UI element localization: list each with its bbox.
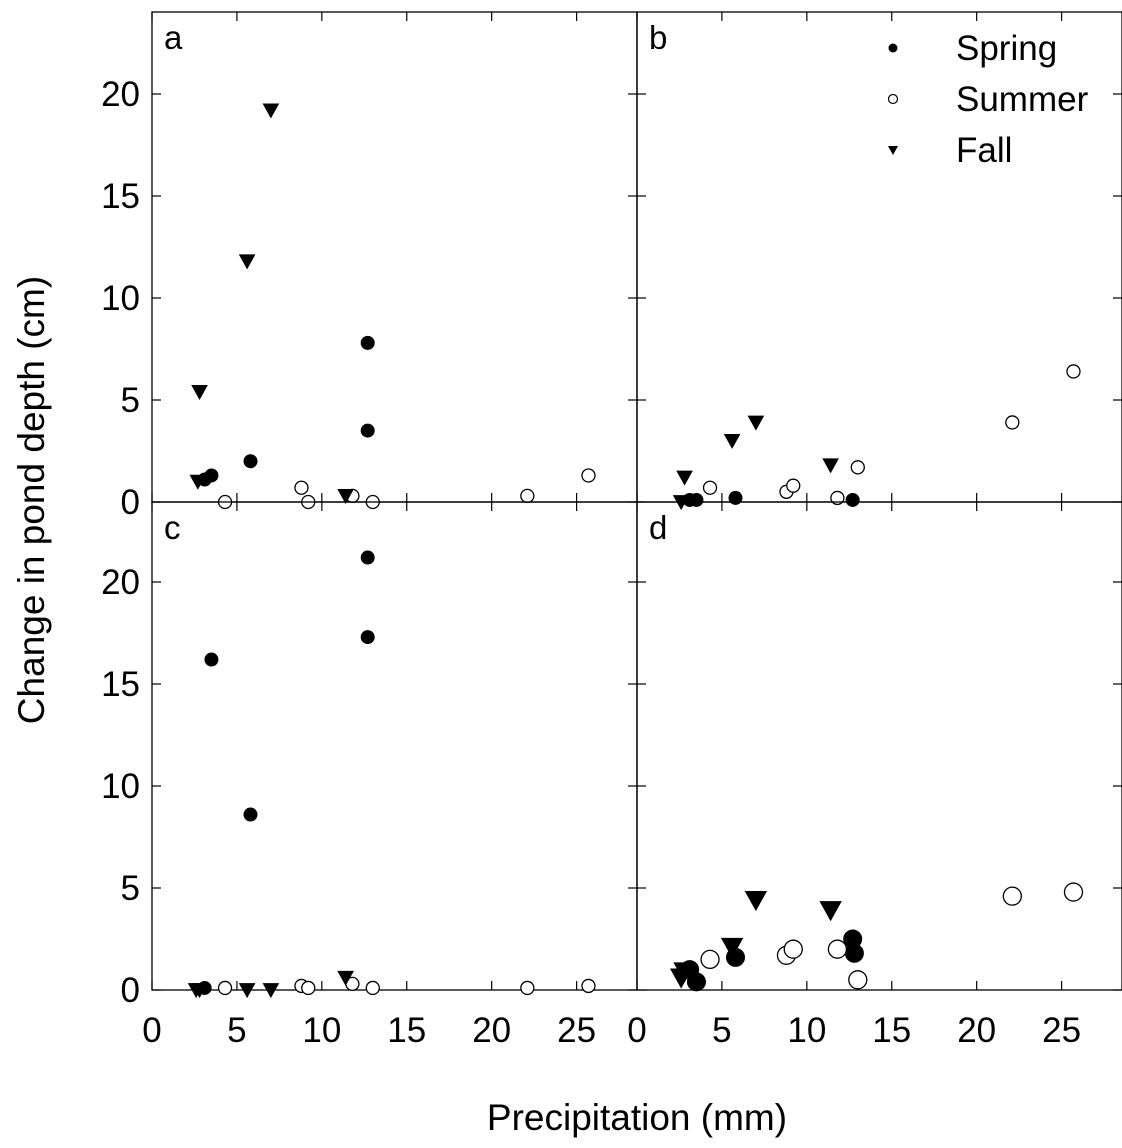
panel-letter: d (649, 509, 667, 546)
point-spring (728, 490, 743, 505)
panel-letter: b (649, 19, 667, 56)
legend-marker-fall (888, 146, 898, 155)
point-summer (700, 949, 720, 970)
point-spring (360, 550, 375, 565)
point-fall (189, 474, 207, 490)
point-spring (360, 630, 375, 645)
y-tick-label: 20 (101, 75, 140, 114)
x-tick-label: 0 (627, 1011, 646, 1050)
point-fall (238, 983, 256, 999)
x-tick-label: 5 (712, 1011, 731, 1050)
x-axis-title: Precipitation (mm) (487, 1097, 787, 1138)
point-fall (673, 962, 696, 983)
legend-marker-spring (888, 43, 898, 53)
x-tick-label: 5 (227, 1011, 246, 1050)
point-fall (262, 103, 280, 119)
y-tick-label: 10 (101, 767, 140, 806)
y-tick-label: 20 (101, 563, 140, 602)
x-tick-label: 20 (472, 1011, 511, 1050)
point-fall (819, 901, 842, 922)
point-summer (1066, 364, 1081, 379)
point-summer (830, 490, 845, 506)
point-fall (723, 433, 741, 449)
point-spring (204, 652, 219, 667)
x-tick-label: 20 (957, 1011, 996, 1050)
point-spring (204, 468, 219, 483)
y-tick-label: 5 (121, 869, 140, 908)
point-fall (676, 470, 693, 486)
point-summer (365, 980, 380, 996)
x-tick-label: 25 (1042, 1011, 1081, 1050)
panel-frame (151, 11, 638, 503)
legend-label-summer: Summer (956, 80, 1089, 119)
point-summer (520, 488, 535, 504)
legend-label-fall: Fall (956, 131, 1012, 170)
point-summer (702, 480, 718, 495)
point-summer (1005, 415, 1020, 430)
x-tick-label: 15 (387, 1011, 426, 1050)
point-summer (1063, 882, 1084, 902)
point-summer (1002, 886, 1022, 906)
point-summer (848, 970, 868, 990)
point-fall (337, 970, 354, 986)
legend-marker-summer (887, 93, 899, 105)
y-tick-label: 15 (101, 177, 140, 216)
y-tick-label: 5 (121, 381, 140, 420)
panel-b: b (636, 11, 1122, 511)
point-summer (217, 980, 233, 996)
point-summer (786, 478, 801, 493)
y-tick-label: 0 (121, 483, 140, 522)
point-fall (747, 415, 765, 431)
point-spring (243, 454, 258, 469)
legend-label-spring: Spring (956, 29, 1057, 68)
panel-a: 0 5 10 15 20 a (101, 11, 638, 522)
legend: Spring Summer Fall (887, 29, 1089, 170)
point-summer (294, 480, 309, 495)
y-tick-label: 15 (101, 665, 140, 704)
panel-frame (151, 501, 638, 991)
y-tick-label: 0 (121, 971, 140, 1010)
point-summer (520, 980, 535, 996)
point-fall (822, 458, 839, 474)
point-spring (360, 335, 375, 350)
point-spring (686, 972, 706, 992)
point-fall (744, 890, 768, 912)
point-summer (581, 468, 596, 483)
point-summer (850, 460, 865, 475)
point-fall (720, 937, 744, 959)
x-tick-label: 25 (557, 1011, 596, 1050)
panel-letter: a (164, 19, 183, 56)
x-tick-label: 10 (787, 1011, 826, 1050)
point-fall (238, 254, 256, 270)
point-fall (191, 983, 208, 999)
point-spring (689, 492, 704, 507)
point-summer (827, 939, 848, 959)
point-spring (360, 423, 375, 438)
x-tick-label: 0 (142, 1011, 161, 1050)
x-tick-label: 15 (872, 1011, 911, 1050)
panel-c: 0 5 10 15 20 0 5 10 15 20 25 c (101, 501, 638, 1050)
point-summer (581, 978, 596, 994)
point-spring (243, 807, 258, 822)
point-spring (844, 943, 864, 963)
point-fall (337, 489, 354, 505)
x-tick-label: 10 (302, 1011, 341, 1050)
point-summer (301, 980, 316, 996)
y-axis-title: Change in pond depth (cm) (11, 276, 52, 724)
point-fall (191, 384, 208, 400)
point-fall (262, 983, 280, 999)
panel-letter: c (164, 509, 181, 546)
panel-d: 0 5 10 15 20 25 d (627, 501, 1122, 1050)
panel-frame (636, 501, 1122, 991)
y-tick-label: 10 (101, 279, 140, 318)
point-spring (845, 492, 860, 507)
point-summer (783, 939, 803, 959)
